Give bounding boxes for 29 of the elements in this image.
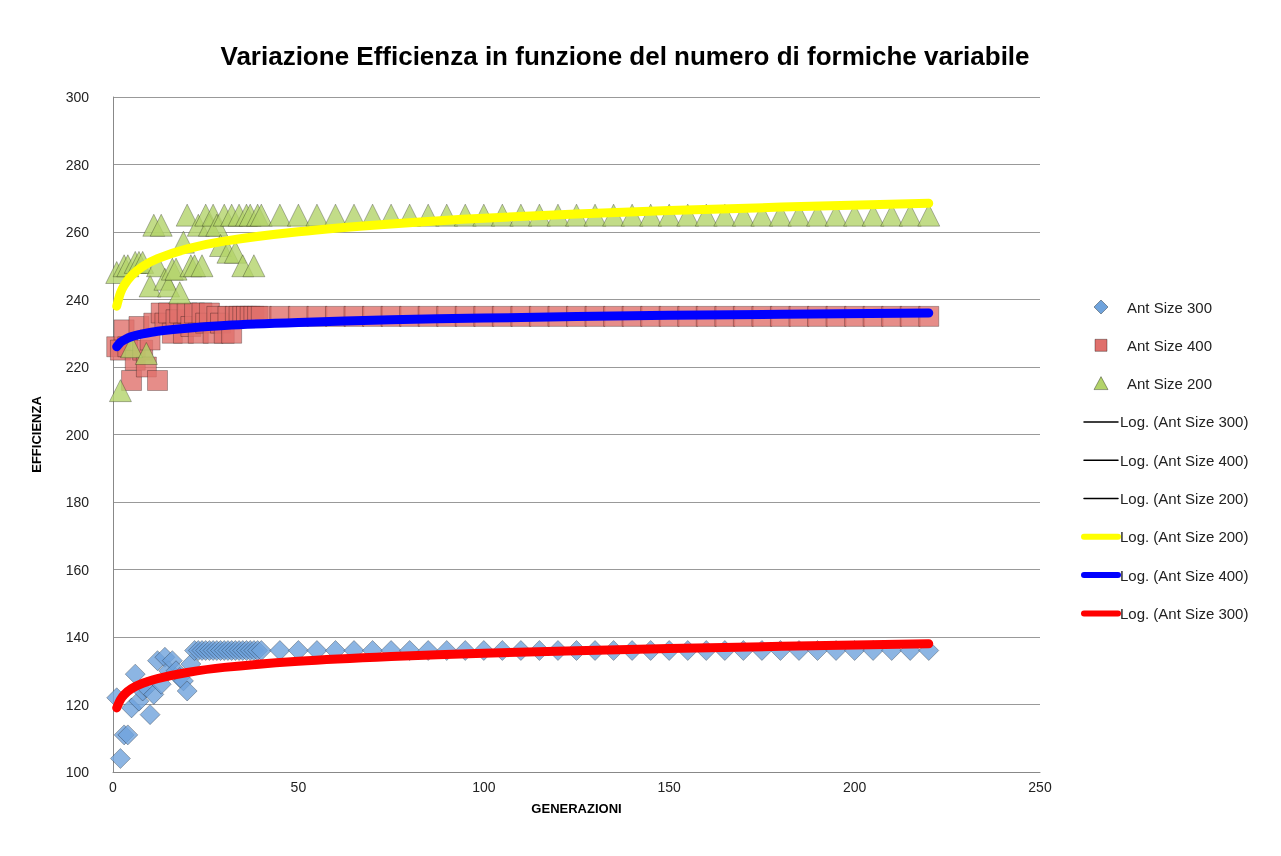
y-tick-label: 100 bbox=[65, 764, 90, 780]
chart-title: Variazione Efficienza in funzione del numero di formiche variabile bbox=[220, 41, 1030, 71]
y-tick-label: 260 bbox=[65, 224, 90, 240]
legend-label: Log. (Ant Size 400) bbox=[1120, 451, 1249, 469]
x-axis-title: GENERAZIONI bbox=[531, 801, 622, 816]
legend-label: Log. (Ant Size 400) bbox=[1120, 566, 1249, 584]
y-tick-label: 160 bbox=[65, 561, 90, 578]
x-tick-label: 250 bbox=[1028, 779, 1052, 795]
legend-label: Log. (Ant Size 200) bbox=[1120, 490, 1249, 507]
x-tick-label: 200 bbox=[842, 779, 867, 795]
legend-label: Log. (Ant Size 300) bbox=[1120, 604, 1249, 622]
y-tick-label: 300 bbox=[65, 89, 90, 105]
y-tick-label: 140 bbox=[65, 629, 90, 645]
x-tick-label: 150 bbox=[657, 779, 682, 795]
y-tick-label: 280 bbox=[65, 156, 90, 173]
x-tick-label: 100 bbox=[472, 779, 496, 795]
y-tick-label: 220 bbox=[65, 359, 90, 375]
x-tick-label: 0 bbox=[109, 779, 118, 795]
y-tick-label: 240 bbox=[65, 291, 90, 308]
legend-label: Ant Size 200 bbox=[1127, 375, 1213, 393]
y-axis-title: EFFICIENZA bbox=[29, 395, 44, 473]
y-tick-label: 120 bbox=[65, 696, 90, 713]
legend-label: Log. (Ant Size 300) bbox=[1120, 413, 1249, 431]
legend-label: Log. (Ant Size 200) bbox=[1120, 528, 1249, 546]
legend-label: Ant Size 300 bbox=[1127, 298, 1213, 316]
y-tick-label: 200 bbox=[65, 426, 90, 443]
x-tick-label: 50 bbox=[290, 779, 307, 795]
y-tick-label: 180 bbox=[65, 494, 90, 510]
legend-label: Ant Size 400 bbox=[1127, 336, 1213, 354]
